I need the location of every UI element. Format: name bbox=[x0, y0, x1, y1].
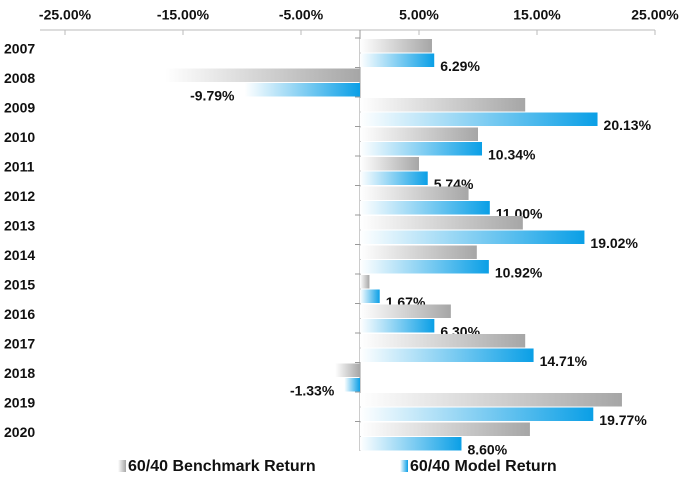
bar bbox=[360, 289, 380, 303]
y-tick-label: 2016 bbox=[4, 306, 35, 322]
bar bbox=[360, 230, 585, 244]
data-label: -9.79% bbox=[190, 88, 235, 104]
data-label: 19.02% bbox=[590, 235, 638, 251]
bar bbox=[344, 378, 360, 392]
y-tick-label: 2017 bbox=[4, 336, 35, 352]
y-tick-label: 2008 bbox=[4, 70, 35, 86]
bar bbox=[360, 142, 483, 156]
bar bbox=[360, 112, 598, 126]
data-label: 20.13% bbox=[604, 117, 652, 133]
data-label: 10.34% bbox=[488, 147, 536, 163]
bar bbox=[360, 186, 469, 200]
bar bbox=[360, 275, 370, 289]
data-label: -1.33% bbox=[290, 383, 335, 399]
y-tick-label: 2012 bbox=[4, 188, 35, 204]
y-tick-label: 2013 bbox=[4, 218, 35, 234]
y-tick-label: 2019 bbox=[4, 395, 35, 411]
bar bbox=[360, 407, 594, 421]
x-tick-label: 15.00% bbox=[513, 7, 561, 23]
bar bbox=[360, 393, 622, 407]
y-tick-label: 2014 bbox=[4, 247, 35, 263]
y-tick-label: 2020 bbox=[4, 424, 35, 440]
bar bbox=[360, 171, 428, 185]
x-tick-label: -25.00% bbox=[39, 7, 92, 23]
bar bbox=[165, 68, 360, 82]
legend-label: 60/40 Benchmark Return bbox=[128, 458, 316, 475]
bar bbox=[360, 422, 530, 436]
bar bbox=[360, 304, 451, 318]
y-tick-label: 2010 bbox=[4, 129, 35, 145]
x-tick-label: 25.00% bbox=[631, 7, 679, 23]
bar bbox=[360, 437, 462, 451]
bar bbox=[360, 39, 432, 53]
data-label: 10.92% bbox=[495, 265, 543, 281]
x-tick-label: -5.00% bbox=[279, 7, 324, 23]
legend-swatch bbox=[118, 460, 126, 472]
bar bbox=[335, 363, 360, 377]
x-tick-label: -15.00% bbox=[157, 7, 210, 23]
x-tick-label: 5.00% bbox=[399, 7, 439, 23]
bar bbox=[360, 201, 490, 215]
data-label: 19.77% bbox=[599, 412, 647, 428]
bar bbox=[360, 260, 489, 274]
legend-swatch bbox=[400, 460, 408, 472]
bar bbox=[360, 334, 526, 348]
bar bbox=[360, 98, 526, 112]
bar bbox=[360, 53, 435, 67]
bar bbox=[360, 127, 478, 141]
y-tick-label: 2015 bbox=[4, 277, 35, 293]
bar bbox=[360, 348, 534, 362]
y-tick-label: 2018 bbox=[4, 365, 35, 381]
bar bbox=[360, 245, 477, 259]
legend-label: 60/40 Model Return bbox=[410, 458, 557, 475]
bar bbox=[244, 83, 360, 97]
y-tick-label: 2007 bbox=[4, 41, 35, 57]
data-label: 8.60% bbox=[467, 442, 507, 458]
data-label: 6.29% bbox=[440, 58, 480, 74]
bar bbox=[360, 157, 419, 171]
bar bbox=[360, 319, 435, 333]
bar bbox=[360, 216, 523, 230]
data-label: 14.71% bbox=[540, 353, 588, 369]
y-tick-label: 2009 bbox=[4, 100, 35, 116]
y-tick-label: 2011 bbox=[4, 159, 35, 175]
